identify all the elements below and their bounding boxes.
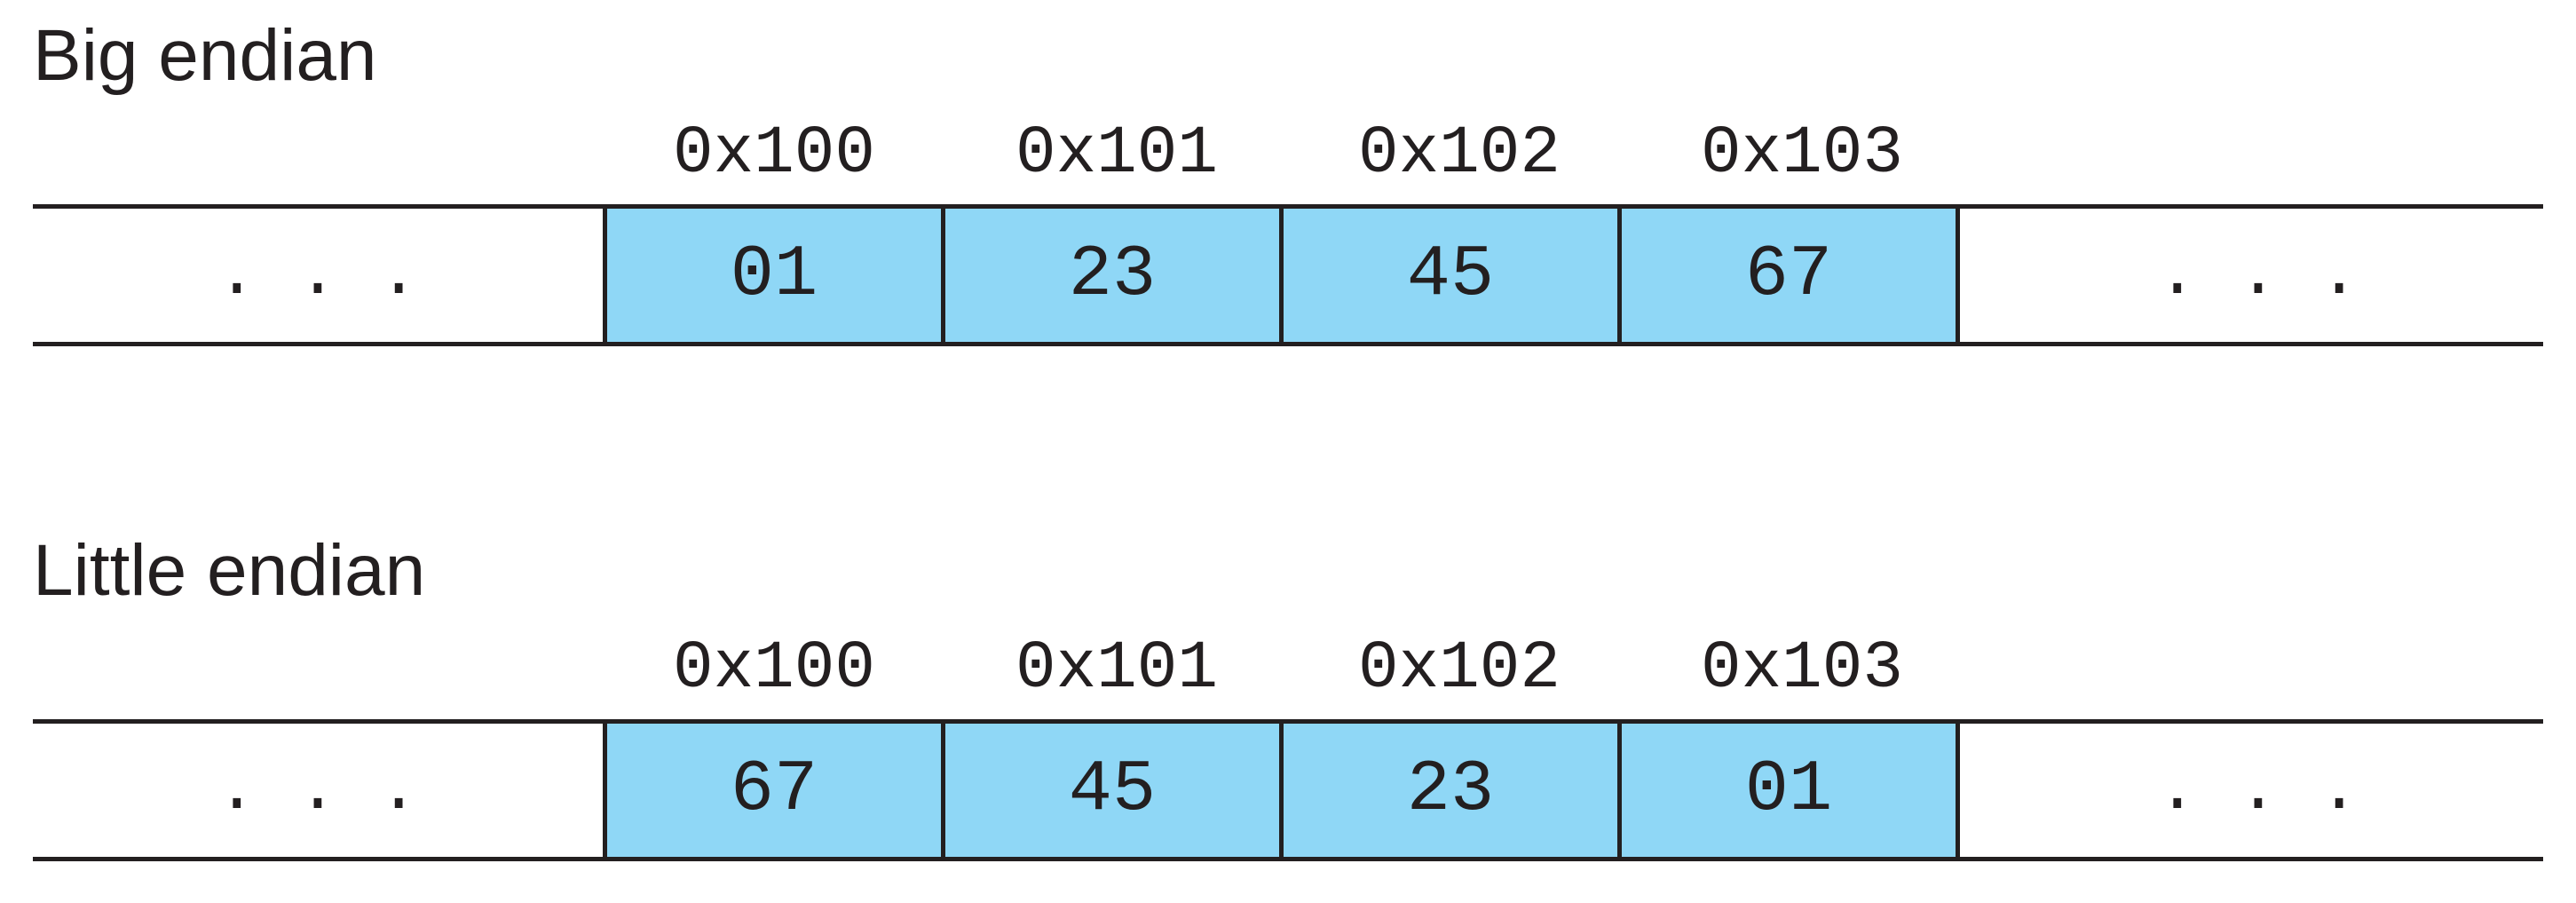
ellipsis-left: . . . (216, 237, 420, 313)
address-label: 0x102 (1357, 630, 1561, 707)
byte-cell: 01 (603, 204, 945, 346)
address-label: 0x102 (1357, 115, 1561, 192)
byte-cells: 67 45 23 01 (603, 719, 1960, 861)
address-label: 0x103 (1700, 115, 1904, 192)
byte-cell: 67 (1617, 204, 1960, 346)
little-endian-title: Little endian (33, 530, 426, 611)
address-label: 0x101 (1015, 115, 1219, 192)
byte-cell: 45 (1279, 204, 1622, 346)
address-label: 0x103 (1700, 630, 1904, 707)
ellipsis-right: . . . (2156, 752, 2360, 828)
byte-cell: 23 (941, 204, 1284, 346)
address-label: 0x100 (672, 115, 876, 192)
byte-cell: 01 (1617, 719, 1960, 861)
address-label: 0x101 (1015, 630, 1219, 707)
ellipsis-left: . . . (216, 752, 420, 828)
big-endian-address-row: 0x100 0x101 0x102 0x103 (603, 114, 1973, 194)
byte-cells: 01 23 45 67 (603, 204, 1960, 346)
byte-cell: 23 (1279, 719, 1622, 861)
byte-cell: 45 (941, 719, 1284, 861)
little-endian-address-row: 0x100 0x101 0x102 0x103 (603, 629, 1973, 709)
ellipsis-right: . . . (2156, 237, 2360, 313)
big-endian-memory-row: . . . 01 23 45 67 . . . (33, 204, 2543, 346)
address-label: 0x100 (672, 630, 876, 707)
byte-cell: 67 (603, 719, 945, 861)
little-endian-memory-row: . . . 67 45 23 01 . . . (33, 719, 2543, 861)
big-endian-title: Big endian (33, 15, 377, 96)
